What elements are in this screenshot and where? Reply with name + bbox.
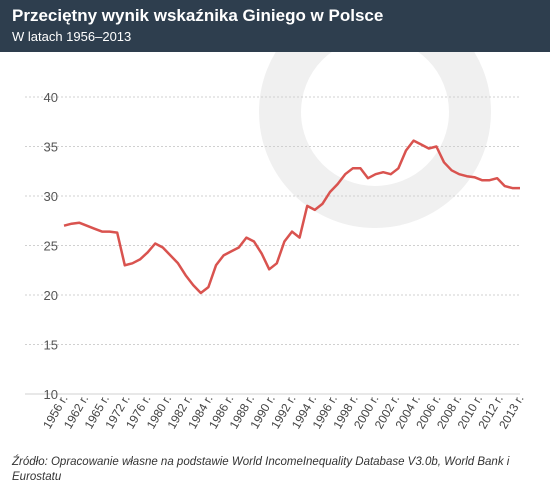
chart-header [0, 0, 550, 52]
y-axis-ticks: 10 15 20 25 30 35 40 [44, 90, 58, 402]
y-tick-label: 40 [44, 90, 58, 105]
chart-title: Przeciętny wynik wskaźnika Giniego w Pol… [12, 6, 384, 25]
y-tick-label: 30 [44, 189, 58, 204]
watermark-ring [259, 52, 491, 228]
line-chart: 10 15 20 25 30 35 40 1956 r.1962 r.1965 r.1972… [25, 52, 527, 431]
watermark-logo [259, 52, 491, 228]
y-tick-label: 20 [44, 288, 58, 303]
y-tick-label: 25 [44, 239, 58, 254]
chart-subtitle: W latach 1956–2013 [12, 29, 132, 44]
x-axis-ticks: 1956 r.1962 r.1965 r.1972 r.1976 r.1980 … [40, 392, 526, 431]
y-tick-label: 15 [44, 338, 58, 353]
gini-series-line [63, 139, 520, 295]
source-note: Źródło: Opracowanie własne na podstawie … [12, 456, 510, 483]
y-tick-label: 35 [44, 140, 58, 155]
y-tick-label: 10 [44, 387, 58, 402]
